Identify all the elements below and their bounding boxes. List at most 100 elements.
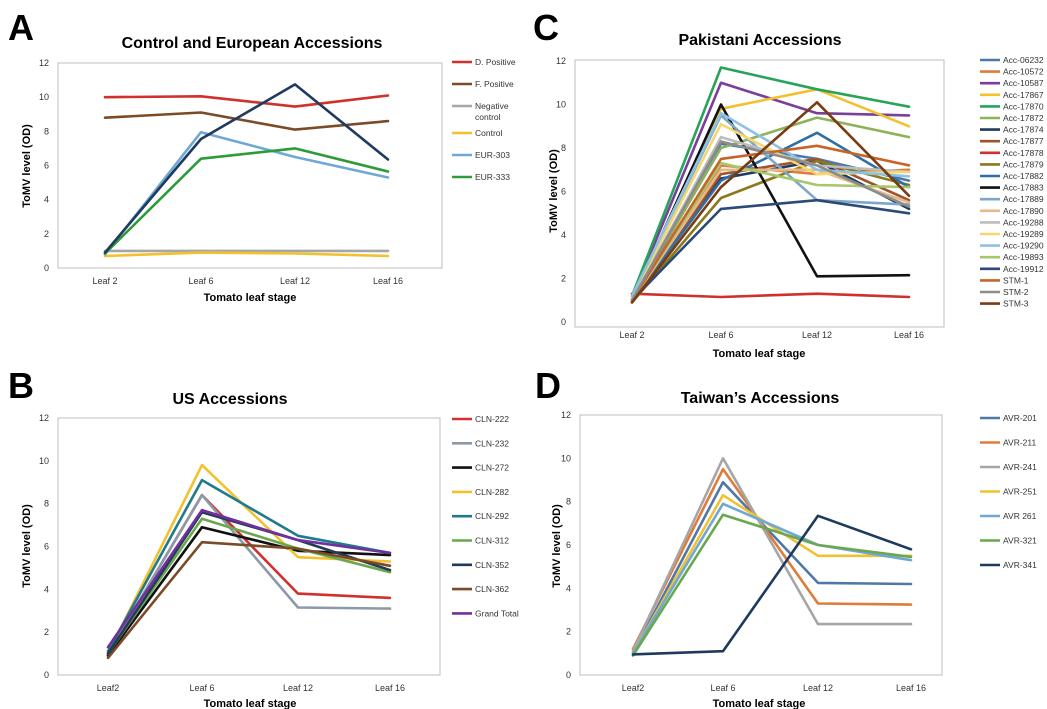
series-line (106, 478, 392, 653)
y-axis-title: ToMV level (OD) (551, 504, 563, 588)
legend-label: CLN-222 (475, 414, 509, 424)
y-tick-label: 2 (561, 274, 566, 284)
legend-label: CLN-362 (475, 584, 509, 594)
series-line (630, 157, 911, 304)
chart-title: Taiwan’s Accessions (681, 390, 840, 407)
x-tick-label: Leaf2 (97, 683, 120, 693)
y-tick-label: 4 (44, 195, 49, 205)
legend-label: Acc-19289 (1003, 229, 1044, 239)
chart-title: Pakistani Accessions (678, 32, 841, 49)
legend-label: Acc-19893 (1003, 252, 1044, 262)
x-tick-label: Leaf 6 (708, 330, 733, 340)
y-tick-label: 0 (44, 263, 49, 273)
legend-label: Acc-17883 (1003, 183, 1044, 193)
panel-c: C Pakistani Accessions 0 2 4 6 8 10 12 Leaf 2 Leaf… (533, 7, 1044, 360)
series-line (630, 101, 911, 304)
y-tick-label: 12 (39, 58, 49, 68)
legend-label: Grand Total (475, 608, 519, 618)
series-line (106, 525, 392, 658)
legend-label: STM-1 (1003, 275, 1029, 285)
y-tick-label: 0 (561, 317, 566, 327)
legend-label: Acc-17877 (1003, 136, 1044, 146)
legend-label: EUR-333 (475, 172, 510, 182)
x-tick-label: Leaf2 (622, 683, 645, 693)
legend-label: Acc-19290 (1003, 241, 1044, 251)
x-axis-title: Tomato leaf stage (204, 698, 297, 709)
x-axis-title: Tomato leaf stage (713, 348, 806, 360)
legend-label: CLN-292 (475, 511, 509, 521)
legend-label: CLN-272 (475, 463, 509, 473)
series-line (631, 467, 913, 651)
plot-area (57, 62, 443, 269)
plot-area (574, 59, 945, 328)
series-line (630, 292, 911, 299)
y-tick-label: 4 (44, 584, 49, 594)
chart-title: Control and European Accessions (122, 35, 383, 52)
legend-label: Acc-06232 (1003, 55, 1044, 65)
panel-letter: D (535, 365, 561, 406)
series-line (631, 480, 913, 655)
series-line (106, 463, 392, 655)
legend-label: Acc-17882 (1003, 171, 1044, 181)
x-tick-label: Leaf 16 (896, 683, 926, 693)
legend-label: D. Positive (475, 57, 516, 67)
series-line (630, 66, 911, 298)
y-tick-label: 12 (39, 413, 49, 423)
legend-label: Negative control (475, 101, 509, 122)
y-tick-label: 0 (44, 670, 49, 680)
y-tick-label: 2 (44, 229, 49, 239)
y-tick-label: 4 (566, 583, 571, 593)
legend-label: Acc-10587 (1003, 78, 1044, 88)
y-tick-label: 8 (561, 143, 566, 153)
y-tick-label: 10 (39, 456, 49, 466)
legend-label: AVR-241 (1003, 462, 1037, 472)
y-axis-title: ToMV level (OD) (21, 124, 33, 208)
y-tick-label: 2 (44, 627, 49, 637)
legend-label: Control (475, 128, 503, 138)
series-line (631, 513, 913, 657)
legend-label: Acc-17889 (1003, 194, 1044, 204)
plot-area (579, 414, 943, 676)
series-line (103, 251, 390, 258)
legend: D. Positive F. Positive Negative control Con… (452, 57, 516, 182)
series-line (630, 111, 911, 298)
x-tick-label: Leaf 16 (894, 330, 924, 340)
series-line (106, 540, 392, 660)
y-tick-label: 12 (556, 56, 566, 66)
legend-label: CLN-282 (475, 487, 509, 497)
legend-label: CLN-352 (475, 560, 509, 570)
y-axis-title: ToMV level (OD) (548, 149, 560, 233)
plot-area (57, 417, 441, 676)
y-tick-label: 10 (39, 92, 49, 102)
legend-label: AVR-201 (1003, 413, 1037, 423)
legend-label: Acc-17874 (1003, 125, 1044, 135)
legend-label: Acc-17867 (1003, 90, 1044, 100)
y-tick-label: 8 (44, 126, 49, 136)
legend-label: AVR-321 (1003, 536, 1037, 546)
legend-label: Acc-17890 (1003, 206, 1044, 216)
series-line (631, 502, 913, 655)
x-axis-title: Tomato leaf stage (204, 292, 297, 304)
x-tick-label: Leaf 12 (283, 683, 313, 693)
x-tick-label: Leaf 6 (188, 276, 213, 286)
legend-label: Acc-19912 (1003, 264, 1044, 274)
legend-label: STM-3 (1003, 299, 1029, 309)
legend-label: Acc-10572 (1003, 67, 1044, 77)
y-tick-label: 6 (44, 542, 49, 552)
x-tick-label: Leaf 16 (375, 683, 405, 693)
legend-label: F. Positive (475, 79, 514, 89)
y-tick-label: 12 (561, 410, 571, 420)
y-tick-label: 8 (566, 497, 571, 507)
legend-label: AVR-341 (1003, 560, 1037, 570)
series-line (631, 456, 913, 653)
x-tick-label: Leaf 6 (710, 683, 735, 693)
x-tick-label: Leaf 2 (619, 330, 644, 340)
y-tick-label: 6 (566, 540, 571, 550)
legend-label: CLN-232 (475, 438, 509, 448)
legend-label: Acc-17872 (1003, 113, 1044, 123)
series-line (103, 147, 390, 255)
legend-label: Acc-17878 (1003, 148, 1044, 158)
legend-label: CLN-312 (475, 536, 509, 546)
